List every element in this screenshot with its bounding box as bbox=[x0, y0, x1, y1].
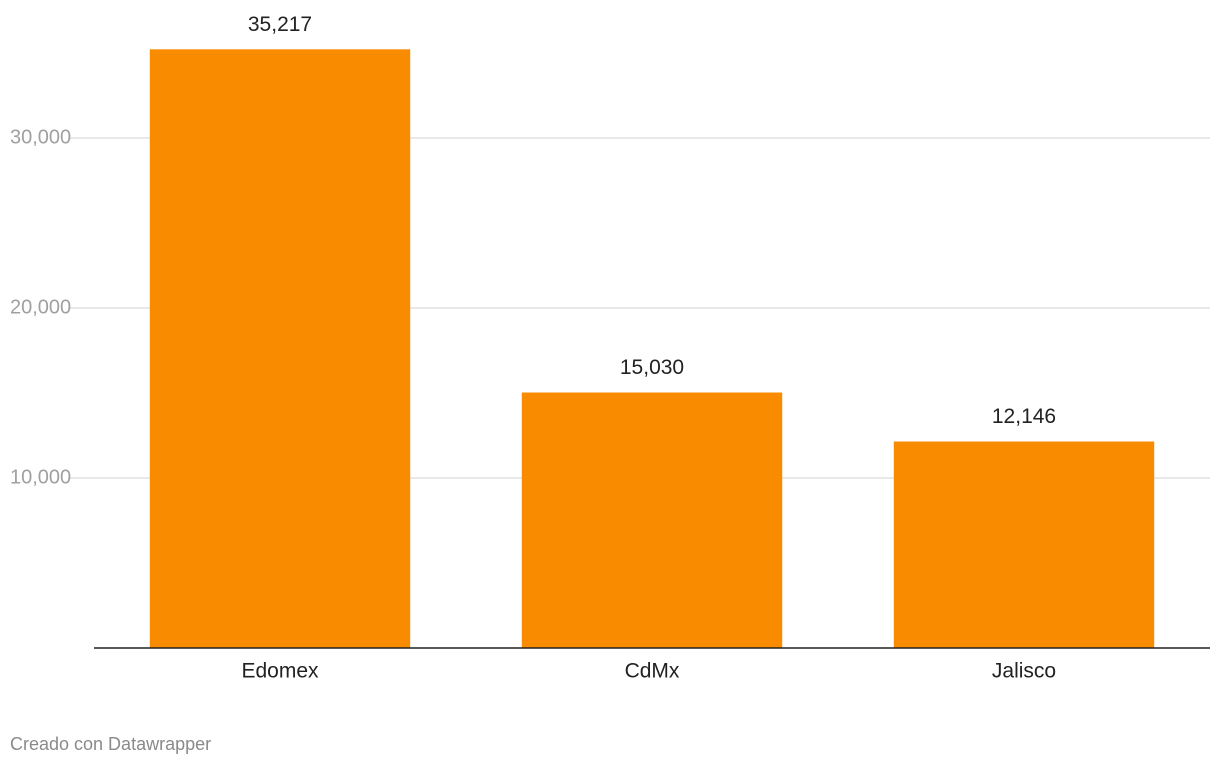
x-tick-label: Jalisco bbox=[992, 660, 1056, 683]
y-tick-label: 30,000 bbox=[10, 126, 71, 148]
x-tick-label: Edomex bbox=[241, 660, 319, 683]
value-label: 35,217 bbox=[248, 13, 312, 36]
x-tick-label: CdMx bbox=[625, 660, 680, 683]
value-label: 15,030 bbox=[620, 356, 684, 379]
y-tick-label: 10,000 bbox=[10, 466, 71, 488]
credit: Creado con Datawrapper bbox=[10, 734, 211, 754]
y-tick-label: 20,000 bbox=[10, 296, 71, 318]
bar bbox=[521, 392, 783, 648]
bar bbox=[149, 49, 411, 649]
bar bbox=[893, 441, 1155, 648]
value-label: 12,146 bbox=[992, 405, 1056, 428]
